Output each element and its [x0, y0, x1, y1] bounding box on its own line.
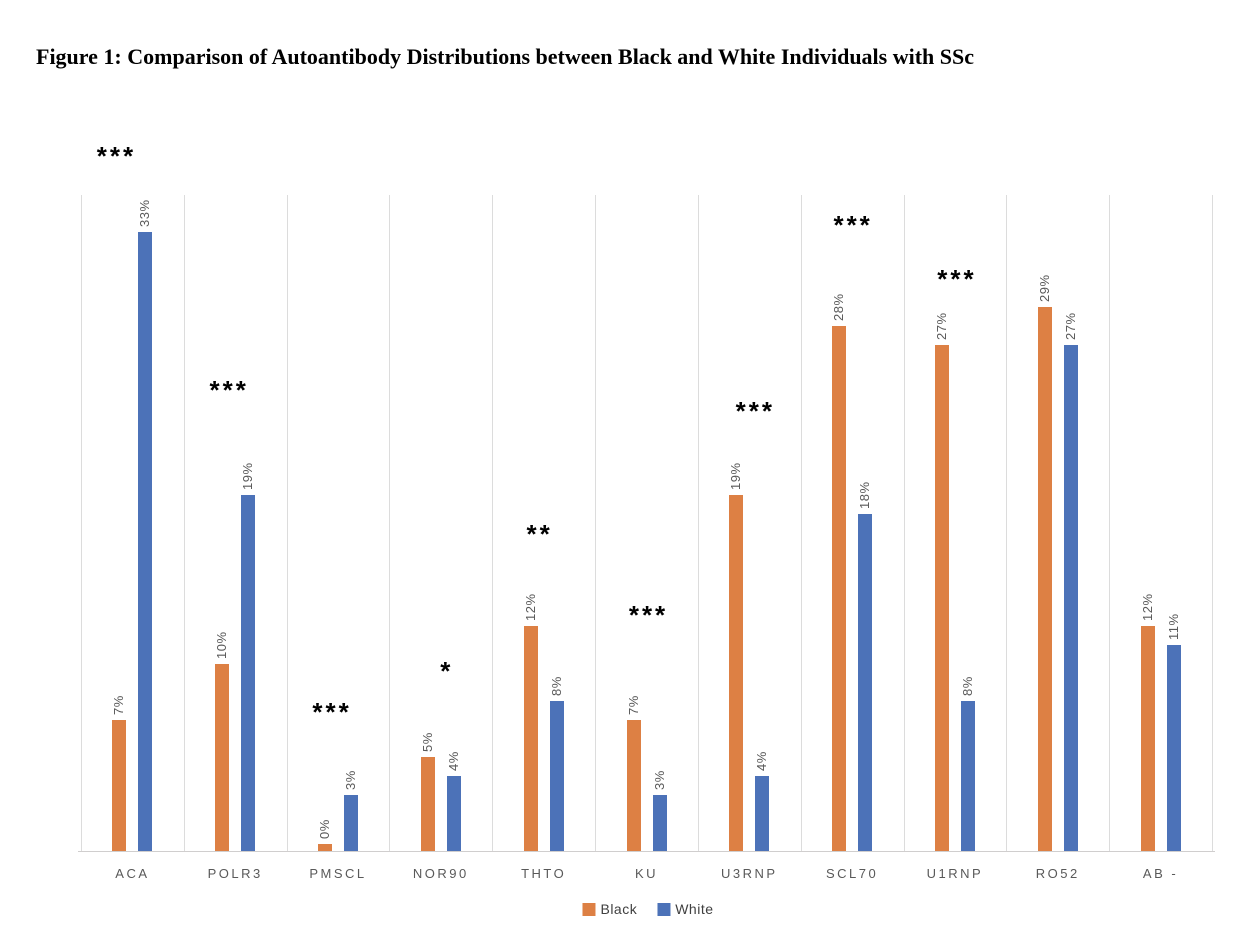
legend-label: White — [675, 901, 714, 917]
value-label: 11% — [1165, 613, 1181, 640]
value-label: 19% — [240, 462, 256, 490]
value-label: 7% — [625, 695, 641, 715]
category-gridline — [286, 195, 288, 851]
value-label: 0% — [317, 819, 333, 839]
category-label: PMSCL — [309, 866, 367, 881]
significance-marker: *** — [628, 599, 669, 630]
bar-white-ACA — [138, 232, 153, 851]
bar-black-KU — [626, 719, 641, 851]
category-gridline — [800, 195, 802, 851]
bar-black-U3RNP — [729, 494, 744, 851]
value-label: 3% — [343, 769, 359, 790]
category-gridline — [81, 195, 82, 851]
category-label: U1RNP — [926, 866, 984, 881]
value-label: 27% — [933, 312, 949, 340]
significance-marker: *** — [937, 264, 977, 295]
category-label: U3RNP — [721, 866, 778, 881]
category-label: AB - — [1142, 866, 1179, 881]
bar-black-NOR90 — [420, 757, 435, 851]
category-label: SCL70 — [826, 866, 879, 881]
value-label: 28% — [831, 293, 847, 322]
bar-white-NOR90 — [446, 776, 461, 851]
value-label: 18% — [857, 481, 873, 509]
value-label: 7% — [111, 695, 127, 715]
bar-white-THTO — [549, 701, 564, 851]
category-gridline — [389, 195, 391, 851]
value-label: 8% — [959, 676, 975, 697]
bar-black-PMSCL — [318, 844, 333, 851]
bar-white-PMSCL — [344, 794, 359, 851]
significance-marker: * — [440, 656, 454, 687]
value-label: 8% — [548, 676, 564, 697]
value-label: 4% — [445, 751, 461, 772]
legend-swatch-icon — [582, 902, 596, 916]
bar-black-RO52 — [1037, 307, 1052, 851]
value-label: 4% — [754, 751, 770, 772]
figure-title: Figure 1: Comparison of Autoantibody Dis… — [36, 44, 975, 69]
significance-marker: *** — [96, 140, 137, 171]
category-gridline — [183, 195, 185, 851]
legend-item-white: White — [657, 901, 713, 917]
bar-white-RO52 — [1063, 344, 1078, 851]
value-label: 12% — [1139, 593, 1155, 622]
bar-black-AB — [1140, 626, 1155, 851]
value-label: 12% — [522, 593, 538, 622]
category-gridline — [1109, 195, 1111, 851]
value-label: 27% — [1062, 312, 1078, 340]
chart-legend: Black White — [582, 901, 713, 917]
value-label: 10% — [214, 631, 230, 659]
category-gridline — [492, 195, 494, 851]
bar-black-U1RNP — [934, 344, 949, 851]
value-label: 5% — [419, 732, 435, 753]
bar-white-U3RNP — [755, 776, 770, 851]
category-label: KU — [634, 866, 659, 881]
category-label: NOR90 — [412, 866, 469, 881]
category-gridline — [697, 195, 699, 851]
bar-white-AB — [1166, 644, 1181, 851]
significance-marker: *** — [735, 395, 775, 426]
category-gridline — [903, 195, 905, 851]
value-label: 19% — [728, 462, 744, 490]
legend-item-black: Black — [582, 901, 637, 917]
bar-white-POLR3 — [241, 494, 256, 851]
bar-white-U1RNP — [960, 701, 975, 851]
category-label: THTO — [521, 866, 567, 881]
bar-black-SCL70 — [832, 326, 847, 851]
bar-black-THTO — [523, 626, 538, 851]
value-label: 33% — [137, 199, 153, 228]
significance-marker: ** — [526, 519, 553, 550]
bar-white-SCL70 — [858, 513, 873, 851]
legend-swatch-icon — [657, 902, 671, 916]
value-label: 3% — [651, 769, 667, 790]
category-gridline — [595, 195, 597, 851]
category-label: ACA — [115, 866, 150, 881]
value-label: 29% — [1036, 274, 1052, 303]
category-gridline — [1006, 195, 1008, 851]
significance-marker: *** — [833, 210, 873, 241]
category-label: POLR3 — [207, 866, 263, 881]
legend-label: Black — [600, 901, 638, 917]
bar-white-KU — [652, 794, 667, 851]
significance-marker: *** — [312, 697, 352, 728]
bar-black-ACA — [112, 719, 127, 851]
x-axis-line — [78, 851, 1215, 852]
category-gridline — [1212, 195, 1213, 851]
significance-marker: *** — [209, 375, 249, 406]
bar-black-POLR3 — [215, 663, 230, 851]
category-label: RO52 — [1035, 866, 1080, 881]
